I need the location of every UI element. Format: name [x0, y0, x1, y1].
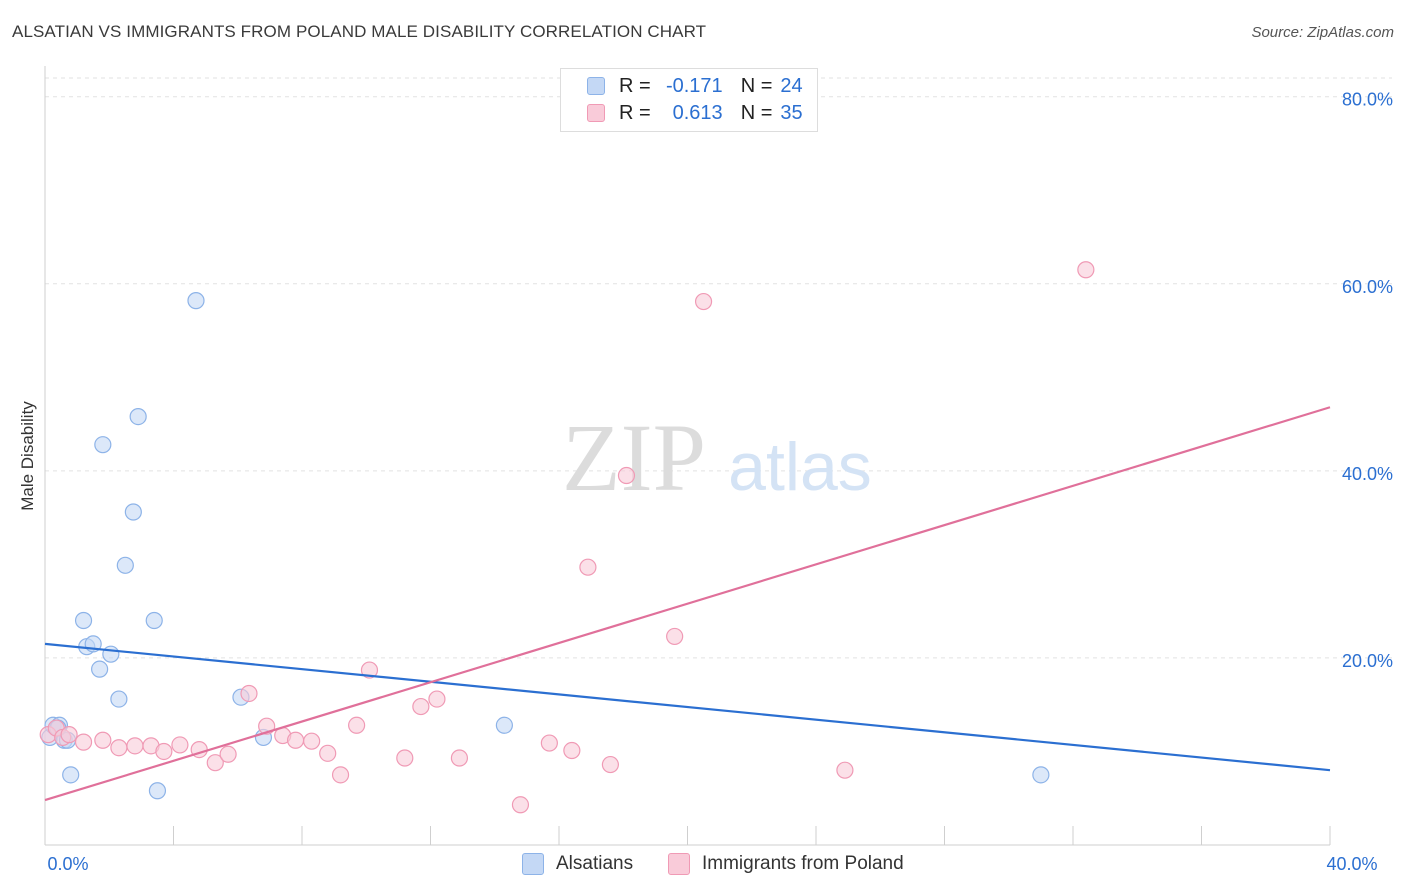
watermark-zip: ZIP — [562, 404, 706, 511]
point-immigrants-poland — [74, 733, 93, 751]
legend-row-alsatians: R = -0.171 N = 24 — [587, 73, 803, 99]
legend-n-label: N = — [740, 74, 773, 97]
point-alsatians — [102, 645, 120, 663]
point-alsatians — [74, 611, 93, 630]
x-tick-label: 0.0% — [47, 854, 88, 874]
point-immigrants-poland — [450, 749, 469, 767]
point-alsatians — [148, 782, 167, 800]
correlation-legend: R = -0.171 N = 24 R = 0.613 N = 35 — [560, 68, 818, 132]
bottom-legend-swatch-immigrants-poland — [668, 853, 690, 875]
point-immigrants-poland — [348, 716, 366, 734]
legend-n-value: 35 — [780, 101, 803, 124]
point-immigrants-poland — [155, 742, 173, 761]
trend-line-immigrants-poland — [44, 406, 1331, 802]
point-alsatians — [495, 716, 513, 734]
data-points — [39, 261, 1095, 814]
y-axis-label: Male Disability — [18, 401, 37, 511]
legend-row-immigrants-poland: R = 0.613 N = 35 — [587, 100, 803, 126]
legend-r-value: 0.613 — [672, 101, 723, 124]
point-immigrants-poland — [694, 292, 713, 311]
point-alsatians — [1032, 766, 1050, 784]
point-immigrants-poland — [60, 726, 78, 744]
y-tick-label: 80.0% — [1342, 90, 1393, 110]
source-label: Source: ZipAtlas.com — [1251, 24, 1394, 41]
bottom-legend-immigrants-poland: Immigrants from Poland — [668, 850, 904, 878]
point-immigrants-poland — [110, 739, 128, 757]
y-tick-label: 60.0% — [1342, 277, 1393, 297]
point-alsatians — [62, 766, 80, 784]
point-immigrants-poland — [286, 731, 305, 749]
point-immigrants-poland — [171, 736, 189, 754]
point-immigrants-poland — [360, 661, 379, 679]
point-alsatians — [145, 611, 163, 630]
legend-n-value: 24 — [780, 74, 803, 97]
y-tick-label: 20.0% — [1342, 651, 1393, 671]
legend-r-value: -0.171 — [665, 74, 723, 97]
y-tick-label: 40.0% — [1342, 464, 1393, 484]
watermark: ZIP atlas — [562, 404, 872, 511]
legend-r-label: R = — [619, 74, 651, 97]
legend-swatch-immigrants-poland — [587, 104, 605, 122]
point-immigrants-poland — [428, 690, 446, 708]
bottom-legend-swatch-alsatians — [522, 853, 544, 875]
point-alsatians — [187, 292, 205, 310]
point-alsatians — [91, 660, 109, 678]
point-immigrants-poland — [126, 737, 144, 755]
point-immigrants-poland — [412, 697, 430, 716]
chart-title: ALSATIAN VS IMMIGRANTS FROM POLAND MALE … — [12, 22, 707, 41]
point-immigrants-poland — [94, 731, 112, 749]
point-immigrants-poland — [540, 734, 558, 752]
point-alsatians — [110, 690, 128, 708]
legend-n-label: N = — [740, 101, 773, 124]
point-alsatians — [94, 436, 112, 454]
point-immigrants-poland — [601, 755, 620, 774]
bottom-legend-label-alsatians: Alsatians — [556, 853, 634, 874]
point-alsatians — [129, 408, 147, 426]
point-immigrants-poland — [319, 744, 337, 762]
trend-line-alsatians — [44, 642, 1331, 772]
point-immigrants-poland — [396, 749, 414, 767]
point-immigrants-poland — [666, 627, 684, 646]
gridlines — [45, 77, 1392, 659]
trend-lines — [44, 406, 1331, 802]
axes — [44, 66, 1331, 846]
watermark-atlas: atlas — [728, 429, 872, 505]
point-immigrants-poland — [563, 741, 581, 760]
point-alsatians — [124, 503, 142, 521]
point-immigrants-poland — [206, 754, 224, 772]
point-immigrants-poland — [1077, 261, 1095, 279]
point-immigrants-poland — [579, 558, 597, 576]
tick-labels: 20.0% 40.0% 60.0% 80.0% 0.0% 40.0% — [47, 90, 1393, 874]
point-immigrants-poland — [240, 684, 258, 703]
point-alsatians — [116, 556, 134, 574]
point-immigrants-poland — [617, 466, 636, 485]
x-tick-label: 40.0% — [1326, 854, 1377, 874]
point-immigrants-poland — [331, 766, 350, 784]
legend-swatch-alsatians — [587, 77, 605, 95]
point-immigrants-poland — [836, 761, 854, 779]
point-immigrants-poland — [303, 732, 321, 750]
point-immigrants-poland — [511, 796, 530, 814]
bottom-legend-alsatians: Alsatians — [522, 850, 633, 878]
legend-r-label: R = — [619, 101, 651, 124]
bottom-legend-label-immigrants-poland: Immigrants from Poland — [702, 853, 904, 874]
point-immigrants-poland — [219, 745, 237, 763]
